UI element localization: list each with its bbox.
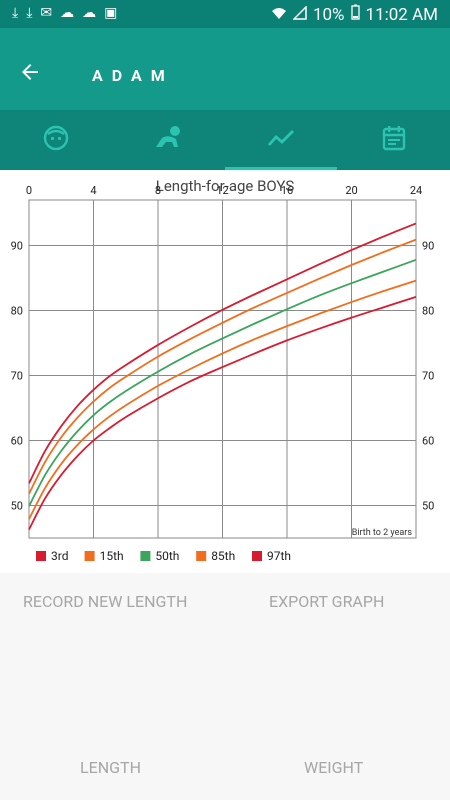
series-line-97th bbox=[28, 222, 417, 484]
tab-growth-chart[interactable] bbox=[225, 110, 337, 170]
y-tick-label-left: 60 bbox=[11, 435, 23, 448]
wifi-icon bbox=[271, 5, 287, 25]
x-tick-label: 24 bbox=[410, 184, 422, 197]
cloud-icon: ☁ bbox=[60, 5, 75, 21]
clock: 11:02 AM bbox=[365, 4, 438, 25]
series-line-15th bbox=[28, 279, 417, 520]
download-icon: ⤓ bbox=[12, 5, 19, 21]
series-line-50th bbox=[28, 258, 417, 507]
crawling-baby-icon bbox=[152, 125, 184, 155]
y-tick-label-left: 50 bbox=[11, 500, 23, 513]
cloud-upload-icon: ☁ bbox=[82, 5, 97, 21]
page-title: ADAM bbox=[92, 66, 174, 85]
tab-weight[interactable]: WEIGHT bbox=[304, 758, 364, 777]
x-tick-label: 16 bbox=[281, 184, 293, 197]
legend-swatch bbox=[196, 551, 207, 561]
mail-icon: ✉ bbox=[40, 5, 53, 21]
clipboard-check-icon: ▣ bbox=[104, 5, 118, 21]
record-new-length-button[interactable]: RECORD NEW LENGTH bbox=[23, 592, 188, 611]
tab-profile[interactable] bbox=[0, 110, 112, 170]
growth-chart-panel: Length-for-age BOYS 0 4 8 12 16 20 24 50 50 60 60 7… bbox=[0, 171, 450, 573]
notification-icons: ⤓ ⤓ ✉ ☁ ☁ ▣ bbox=[12, 5, 117, 21]
y-tick-label-left: 70 bbox=[11, 370, 23, 383]
baby-face-icon bbox=[43, 125, 69, 155]
legend-swatch bbox=[36, 551, 46, 561]
growth-chart: 0 4 8 12 16 20 24 50 50 60 60 70 70 80 80 90 90 Birth to… bbox=[11, 184, 435, 563]
status-bar: ⤓ ⤓ ✉ ☁ ☁ ▣ 10% 11:02 AM bbox=[0, 0, 450, 28]
x-tick-label: 8 bbox=[155, 184, 161, 197]
legend-label: 50th bbox=[155, 549, 179, 563]
chart-title: Length-for-age BOYS bbox=[155, 177, 295, 195]
y-tick-label-right: 50 bbox=[422, 500, 434, 513]
x-tick-label: 0 bbox=[26, 184, 32, 197]
legend-label: 97th bbox=[267, 549, 291, 563]
y-tick-label-left: 80 bbox=[11, 305, 23, 318]
chart-trend-icon bbox=[267, 128, 295, 152]
y-tick-label-right: 80 bbox=[422, 305, 434, 318]
section-tabs bbox=[0, 110, 450, 170]
y-tick-label-right: 90 bbox=[422, 240, 434, 253]
download-icon: ⤓ bbox=[26, 5, 33, 21]
chart-note: Birth to 2 years bbox=[352, 528, 413, 538]
x-tick-label: 4 bbox=[90, 184, 96, 197]
battery-percent: 10% bbox=[312, 4, 345, 25]
legend-swatch bbox=[140, 551, 151, 561]
calendar-icon bbox=[382, 125, 406, 155]
system-status: 10% 11:02 AM bbox=[271, 4, 438, 25]
legend-label: 15th bbox=[100, 549, 124, 563]
tab-length[interactable]: LENGTH bbox=[80, 758, 141, 777]
legend-swatch bbox=[84, 551, 95, 561]
legend-label: 85th bbox=[211, 549, 235, 563]
x-tick-label: 20 bbox=[345, 184, 357, 197]
app-bar: ADAM bbox=[0, 28, 450, 110]
series-line-85th bbox=[28, 238, 417, 495]
y-tick-label-right: 70 bbox=[422, 370, 434, 383]
series-line-3rd bbox=[28, 295, 417, 530]
y-tick-label-left: 90 bbox=[11, 240, 23, 253]
tab-calendar[interactable] bbox=[338, 110, 450, 170]
legend-swatch bbox=[252, 551, 262, 561]
y-tick-label-right: 60 bbox=[422, 435, 434, 448]
signal-icon bbox=[292, 4, 307, 25]
tab-milestones[interactable] bbox=[112, 110, 224, 170]
back-arrow-icon[interactable] bbox=[18, 60, 42, 84]
battery-icon bbox=[350, 4, 360, 25]
x-tick-label: 12 bbox=[216, 184, 228, 197]
export-graph-button[interactable]: EXPORT GRAPH bbox=[269, 592, 385, 611]
legend-label: 3rd bbox=[51, 549, 68, 563]
